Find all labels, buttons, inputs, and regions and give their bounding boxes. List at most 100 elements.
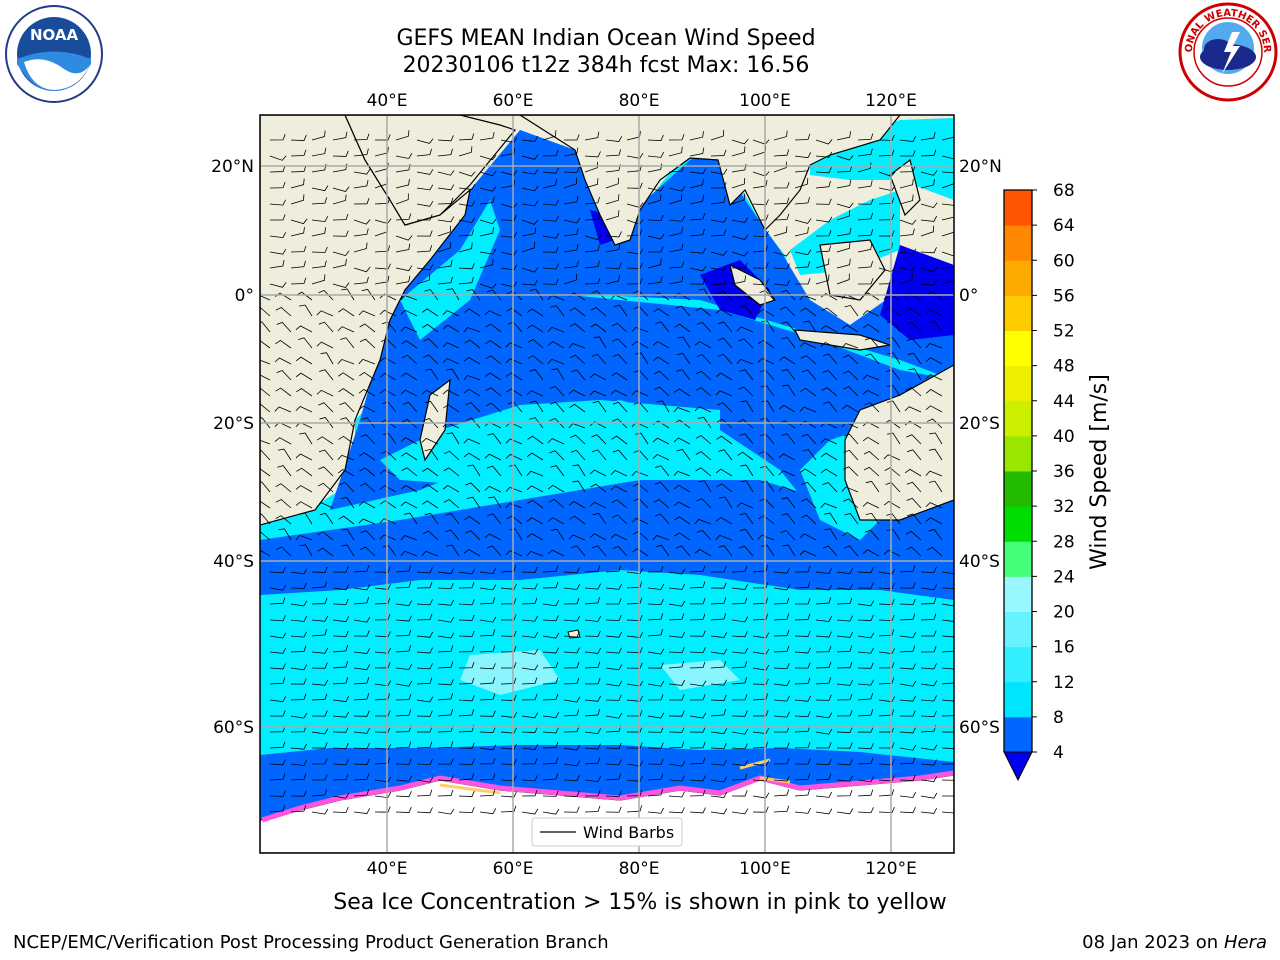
wind-barb (731, 234, 749, 240)
wind-barb (904, 420, 922, 429)
wind-barb (542, 741, 559, 749)
wind-barb (479, 808, 497, 815)
wind-barb (794, 152, 812, 159)
map-title-line2: 20230106 t12z 384h fcst Max: 16.56 (402, 53, 810, 78)
wind-barb (269, 282, 287, 288)
wind-barb (864, 337, 880, 349)
wind-barb (736, 502, 754, 509)
wind-barb (437, 568, 455, 575)
wind-barb (820, 341, 838, 349)
wind-barb (717, 337, 733, 349)
wind-barb (563, 725, 580, 733)
wind-barb (731, 584, 749, 590)
wind-barb (863, 466, 880, 477)
wind-barb (521, 694, 538, 701)
wind-barb (857, 662, 874, 669)
wind-barb (920, 680, 938, 687)
wind-barb (299, 304, 313, 317)
wind-barb (739, 528, 754, 541)
wind-barb (815, 274, 830, 285)
wind-barb (694, 406, 712, 413)
wind-barb (332, 645, 349, 653)
wind-barb (794, 178, 809, 189)
noaa-logo: NOAA (5, 5, 103, 103)
wind-barb (794, 261, 811, 269)
wind-barb (899, 565, 916, 573)
wind-barb (653, 499, 670, 509)
lat-tick-right: 60°S (959, 718, 1000, 738)
wind-barb (656, 400, 670, 413)
wind-barb (311, 581, 328, 589)
wind-barb (800, 307, 817, 317)
wind-barb (612, 514, 628, 525)
wind-barb (500, 758, 517, 765)
wind-barb (466, 496, 481, 509)
wind-barb (710, 196, 726, 205)
wind-barb (717, 353, 733, 365)
wind-barb (521, 744, 539, 750)
wind-barb (542, 199, 560, 206)
wind-barb (675, 305, 691, 317)
wind-barb (464, 308, 481, 317)
wind-barb (886, 513, 901, 525)
wind-barb (542, 757, 559, 765)
wind-barb (718, 449, 733, 461)
wind-barb (843, 466, 859, 477)
wind-barb (416, 647, 433, 654)
wind-barb (605, 790, 622, 797)
wind-barb (311, 597, 328, 605)
wind-barb (739, 305, 754, 317)
wind-barb (437, 276, 453, 285)
wind-barb (332, 661, 349, 669)
wind-barb (611, 322, 628, 333)
colorbar-tick-label: 52 (1053, 322, 1075, 342)
wind-barb (610, 389, 628, 397)
wind-barb (941, 795, 954, 797)
wind-barb (731, 694, 748, 701)
wind-barb (311, 710, 328, 717)
wind-barb (739, 512, 754, 525)
wind-barb (437, 599, 455, 606)
wind-barb (591, 434, 607, 445)
wind-barb (689, 789, 706, 797)
wind-barb (458, 630, 475, 637)
wind-barb (719, 496, 733, 509)
wind-barb (260, 439, 271, 445)
wind-barb (526, 390, 544, 397)
wind-barb (563, 696, 581, 703)
wind-barb (591, 290, 607, 301)
wind-barb (521, 219, 539, 225)
wind-barb (920, 178, 935, 189)
wind-barb (626, 229, 643, 237)
wind-barb (359, 546, 376, 557)
wind-barb (694, 548, 712, 557)
wind-barb (295, 325, 313, 333)
wind-barb (626, 760, 644, 767)
wind-barb (549, 450, 565, 461)
wind-barb (400, 372, 418, 381)
wind-barb (941, 699, 954, 702)
wind-barb (675, 545, 691, 557)
wind-barb (442, 389, 460, 397)
wind-barb (632, 483, 649, 493)
wind-barb (374, 566, 391, 573)
wind-barb (674, 516, 691, 525)
wind-barb (815, 773, 832, 781)
wind-barb (836, 179, 852, 189)
wind-barb (290, 790, 307, 797)
wind-barb (341, 544, 355, 557)
wind-barb (374, 726, 391, 733)
wind-barb (815, 568, 833, 575)
wind-barb (479, 616, 497, 623)
wind-barb (626, 662, 643, 669)
wind-barb (505, 550, 523, 557)
wind-barb (277, 448, 292, 461)
wind-barb (311, 789, 328, 797)
wind-barb (731, 146, 746, 157)
wind-barb (758, 339, 775, 349)
wind-barb (857, 807, 874, 814)
wind-barb (311, 147, 327, 157)
wind-barb (521, 154, 539, 160)
wind-barb (444, 529, 460, 541)
wind-barb (290, 664, 308, 671)
